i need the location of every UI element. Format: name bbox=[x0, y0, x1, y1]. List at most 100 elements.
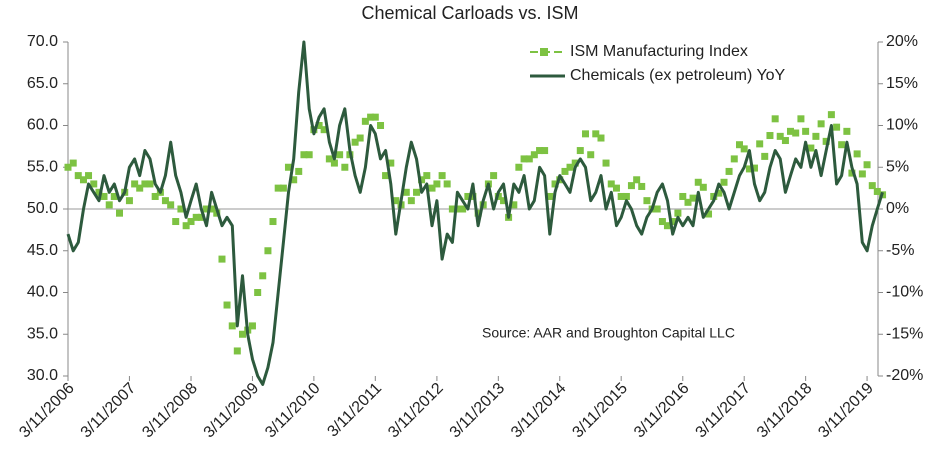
ism-marker bbox=[105, 201, 113, 209]
ism-marker bbox=[402, 188, 410, 196]
ism-marker bbox=[694, 178, 702, 186]
ism-marker bbox=[643, 197, 651, 205]
ism-marker bbox=[750, 164, 758, 172]
ism-marker bbox=[602, 159, 610, 167]
ism-marker bbox=[771, 115, 779, 123]
ism-marker bbox=[530, 151, 538, 159]
ism-marker bbox=[413, 188, 421, 196]
ism-marker bbox=[725, 167, 733, 175]
ism-marker bbox=[597, 134, 605, 142]
ism-marker bbox=[745, 165, 753, 173]
ism-marker bbox=[674, 209, 682, 217]
y-tick-label: 45.0 bbox=[27, 242, 58, 259]
ism-marker bbox=[79, 176, 87, 184]
ism-marker bbox=[812, 132, 820, 140]
ism-marker bbox=[351, 138, 359, 146]
ism-marker bbox=[69, 159, 77, 167]
ism-marker bbox=[766, 132, 774, 140]
ism-marker bbox=[843, 127, 851, 135]
ism-marker bbox=[546, 192, 554, 200]
ism-marker bbox=[838, 141, 846, 149]
ism-marker bbox=[74, 172, 82, 180]
y-tick-label: 65.0 bbox=[27, 75, 58, 92]
ism-marker bbox=[90, 180, 98, 188]
ism-marker bbox=[330, 159, 338, 167]
x-tick-label: 3/11/2008 bbox=[139, 380, 201, 442]
ism-marker bbox=[264, 247, 272, 255]
ism-marker bbox=[520, 155, 528, 163]
ism-marker bbox=[95, 188, 103, 196]
ism-marker bbox=[730, 155, 738, 163]
ism-marker bbox=[284, 163, 292, 171]
ism-marker bbox=[617, 192, 625, 200]
ism-marker bbox=[218, 255, 226, 263]
ism-marker bbox=[192, 213, 200, 221]
ism-marker bbox=[423, 172, 431, 180]
ism-marker bbox=[474, 209, 482, 217]
y-tick-label: 55.0 bbox=[27, 158, 58, 175]
ism-marker bbox=[100, 192, 108, 200]
ism-marker bbox=[233, 347, 241, 355]
ism-marker bbox=[367, 113, 375, 121]
y-tick-label: 60.0 bbox=[27, 117, 58, 134]
ism-marker bbox=[807, 144, 815, 152]
ism-marker bbox=[125, 197, 133, 205]
ism-marker bbox=[418, 176, 426, 184]
ism-marker bbox=[115, 209, 123, 217]
ism-marker bbox=[582, 130, 590, 138]
x-tick-label: 3/11/2018 bbox=[754, 380, 816, 442]
ism-marker bbox=[853, 150, 861, 158]
ism-marker bbox=[151, 192, 159, 200]
y2-tick-label: -10% bbox=[886, 284, 923, 301]
ism-marker bbox=[607, 180, 615, 188]
ism-marker bbox=[305, 151, 313, 159]
ism-marker bbox=[197, 213, 205, 221]
ism-marker bbox=[223, 301, 231, 309]
ism-marker bbox=[239, 330, 247, 338]
ism-marker bbox=[536, 147, 544, 155]
ism-marker bbox=[510, 201, 518, 209]
x-tick-label: 3/11/2012 bbox=[385, 380, 447, 442]
ism-marker bbox=[776, 132, 784, 140]
ism-marker bbox=[279, 184, 287, 192]
ism-marker bbox=[167, 201, 175, 209]
ism-marker bbox=[161, 197, 169, 205]
ism-marker bbox=[433, 180, 441, 188]
ism-marker bbox=[315, 122, 323, 129]
ism-marker bbox=[684, 198, 692, 206]
y2-tick-label: -5% bbox=[886, 242, 914, 259]
ism-marker bbox=[658, 218, 666, 226]
x-tick-label: 3/11/2015 bbox=[569, 380, 631, 442]
y2-tick-label: 20% bbox=[886, 33, 918, 50]
ism-marker bbox=[653, 205, 661, 213]
ism-marker bbox=[254, 289, 262, 296]
ism-marker bbox=[833, 123, 841, 131]
ism-marker bbox=[269, 218, 277, 226]
ism-marker bbox=[715, 189, 723, 197]
ism-marker bbox=[705, 210, 713, 218]
ism-marker bbox=[64, 163, 72, 171]
ism-marker bbox=[781, 137, 789, 145]
chemicals-line bbox=[66, 40, 884, 386]
y2-tick-label: 5% bbox=[886, 158, 909, 175]
y-tick-label: 40.0 bbox=[27, 284, 58, 301]
ism-marker bbox=[797, 115, 805, 123]
ism-marker bbox=[259, 272, 267, 280]
ism-marker bbox=[868, 182, 876, 190]
ism-marker bbox=[633, 176, 641, 184]
y2-tick-label: 0% bbox=[886, 200, 909, 217]
x-tick-label: 3/11/2011 bbox=[324, 380, 385, 441]
ism-marker bbox=[551, 180, 559, 188]
chart-title: Chemical Carloads vs. ISM bbox=[361, 3, 578, 23]
ism-marker bbox=[141, 180, 149, 188]
legend-label: ISM Manufacturing Index bbox=[570, 43, 748, 60]
ism-marker bbox=[786, 127, 794, 135]
ism-marker bbox=[377, 122, 385, 129]
ism-marker bbox=[131, 180, 139, 188]
ism-marker bbox=[448, 205, 456, 213]
ism-marker bbox=[490, 172, 498, 180]
ism-marker bbox=[110, 192, 118, 200]
y-tick-label: 50.0 bbox=[27, 200, 58, 217]
ism-marker bbox=[525, 155, 533, 163]
